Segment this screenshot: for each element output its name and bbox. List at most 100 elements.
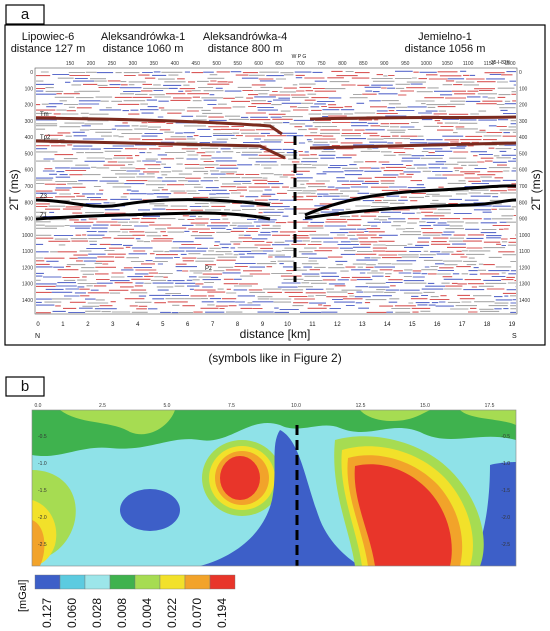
panel-frame — [4, 24, 546, 346]
seismic-trace — [86, 246, 424, 250]
time-tick-label: 700 — [25, 184, 34, 190]
horizon-label: Tm — [40, 112, 49, 118]
time-tick-label: 500 — [25, 151, 34, 157]
seismic-trace — [204, 208, 514, 211]
map-x-tick-label: 7.5 — [228, 403, 235, 409]
seismic-trace — [36, 182, 466, 186]
seismic-trace — [121, 269, 516, 272]
seismic-trace — [49, 173, 399, 176]
seismic-trace — [257, 294, 516, 298]
seismic-trace — [83, 83, 463, 86]
time-tick-label-right: 800 — [519, 200, 528, 206]
seismic-trace — [48, 102, 516, 106]
time-tick-label: 800 — [25, 200, 34, 206]
seismic-trace — [89, 240, 508, 243]
map-y-tick-label-right: -2.5 — [501, 542, 510, 548]
well-distance: distance 800 m — [208, 43, 283, 55]
seismic-trace — [36, 125, 516, 128]
well-name: Jemielno-1 — [418, 31, 472, 43]
seismic-trace — [36, 112, 479, 115]
time-tick-label-right: 500 — [519, 151, 528, 157]
seismic-trace — [36, 74, 513, 77]
cdp-tick-label: 1150 — [484, 61, 495, 67]
seismic-trace — [141, 112, 516, 115]
seismic-trace — [36, 278, 323, 282]
time-tick-label-right: 900 — [519, 217, 528, 223]
seismic-trace — [82, 173, 442, 176]
seismic-trace — [81, 265, 512, 269]
seismic-trace — [36, 205, 268, 208]
map-y-tick-label-right: -1.0 — [501, 461, 510, 467]
map-zone — [200, 430, 360, 566]
time-tick-label-right: 200 — [519, 103, 528, 109]
south-label: S — [512, 333, 517, 340]
time-tick-label-right: 1000 — [519, 233, 530, 239]
seismic-trace — [55, 304, 416, 307]
seismic-trace — [129, 230, 443, 234]
cdp-tick-label: 1100 — [463, 61, 474, 67]
legend-swatch — [209, 574, 236, 590]
legend-unit: [mGal] — [17, 580, 29, 612]
seismic-trace — [120, 93, 511, 96]
seismic-trace — [36, 189, 516, 192]
seismic-trace — [77, 256, 434, 259]
seismic-trace — [75, 234, 516, 237]
seismic-trace — [75, 163, 478, 166]
seismic-trace — [36, 224, 463, 227]
time-tick-label: 100 — [25, 86, 34, 92]
time-tick-label-right: 0 — [519, 70, 522, 76]
seismic-trace — [80, 294, 470, 298]
horizon — [35, 139, 286, 160]
seismic-trace — [44, 166, 463, 170]
seismic-trace — [64, 294, 509, 298]
seismic-trace — [40, 70, 354, 74]
seismic-trace — [170, 99, 516, 102]
seismic-trace — [48, 240, 516, 243]
seismic-trace — [55, 185, 483, 189]
distance-tick-label: 16 — [434, 322, 441, 328]
map-x-tick-label: 12.5 — [356, 403, 366, 409]
map-x-tick-label: 17.5 — [485, 403, 495, 409]
seismic-trace — [109, 291, 435, 295]
seismic-trace — [122, 121, 443, 125]
seismic-trace — [36, 291, 516, 295]
well-distance: distance 1060 m — [103, 43, 184, 55]
time-tick-label-right: 100 — [519, 86, 528, 92]
seismic-trace — [253, 221, 507, 224]
seismic-trace — [110, 201, 502, 205]
seismic-trace — [107, 160, 493, 163]
cdp-tick-label: 700 — [296, 61, 305, 67]
time-tick-label-right: 700 — [519, 184, 528, 190]
seismic-trace — [128, 138, 497, 141]
y-axis-label-right: 2T (ms) — [529, 169, 543, 210]
distance-tick-label: 18 — [484, 322, 491, 328]
seismic-trace — [53, 112, 469, 115]
map-zone — [220, 456, 260, 500]
seismic-trace — [86, 195, 499, 199]
seismic-trace — [36, 234, 441, 237]
map-x-tick-label: 10.0 — [291, 403, 301, 409]
seismic-trace — [250, 118, 441, 122]
distance-tick-label: 13 — [359, 322, 366, 328]
seismic-trace — [36, 237, 516, 240]
legend-swatch — [59, 574, 86, 590]
seismic-trace — [65, 80, 516, 83]
cdp-tick-label: 1050 — [442, 61, 453, 67]
seismic-trace — [74, 77, 505, 80]
seismic-trace — [57, 131, 503, 135]
profile-label: 35-I-82K — [491, 60, 511, 66]
seismic-trace — [36, 250, 441, 253]
legend-swatch — [84, 574, 111, 590]
horizon-label: Z1 — [40, 213, 48, 219]
map-frame — [31, 409, 517, 567]
seismic-trace — [82, 304, 516, 307]
seismic-trace — [54, 237, 464, 240]
time-tick-label: 600 — [25, 168, 34, 174]
seismic-trace — [111, 275, 412, 278]
seismic-trace — [85, 310, 500, 314]
seismic-trace — [125, 147, 495, 150]
seismic-trace — [36, 89, 452, 93]
seismic-trace — [54, 154, 478, 157]
map-x-tick-label: 0.0 — [35, 403, 42, 409]
map-zone — [60, 410, 516, 435]
